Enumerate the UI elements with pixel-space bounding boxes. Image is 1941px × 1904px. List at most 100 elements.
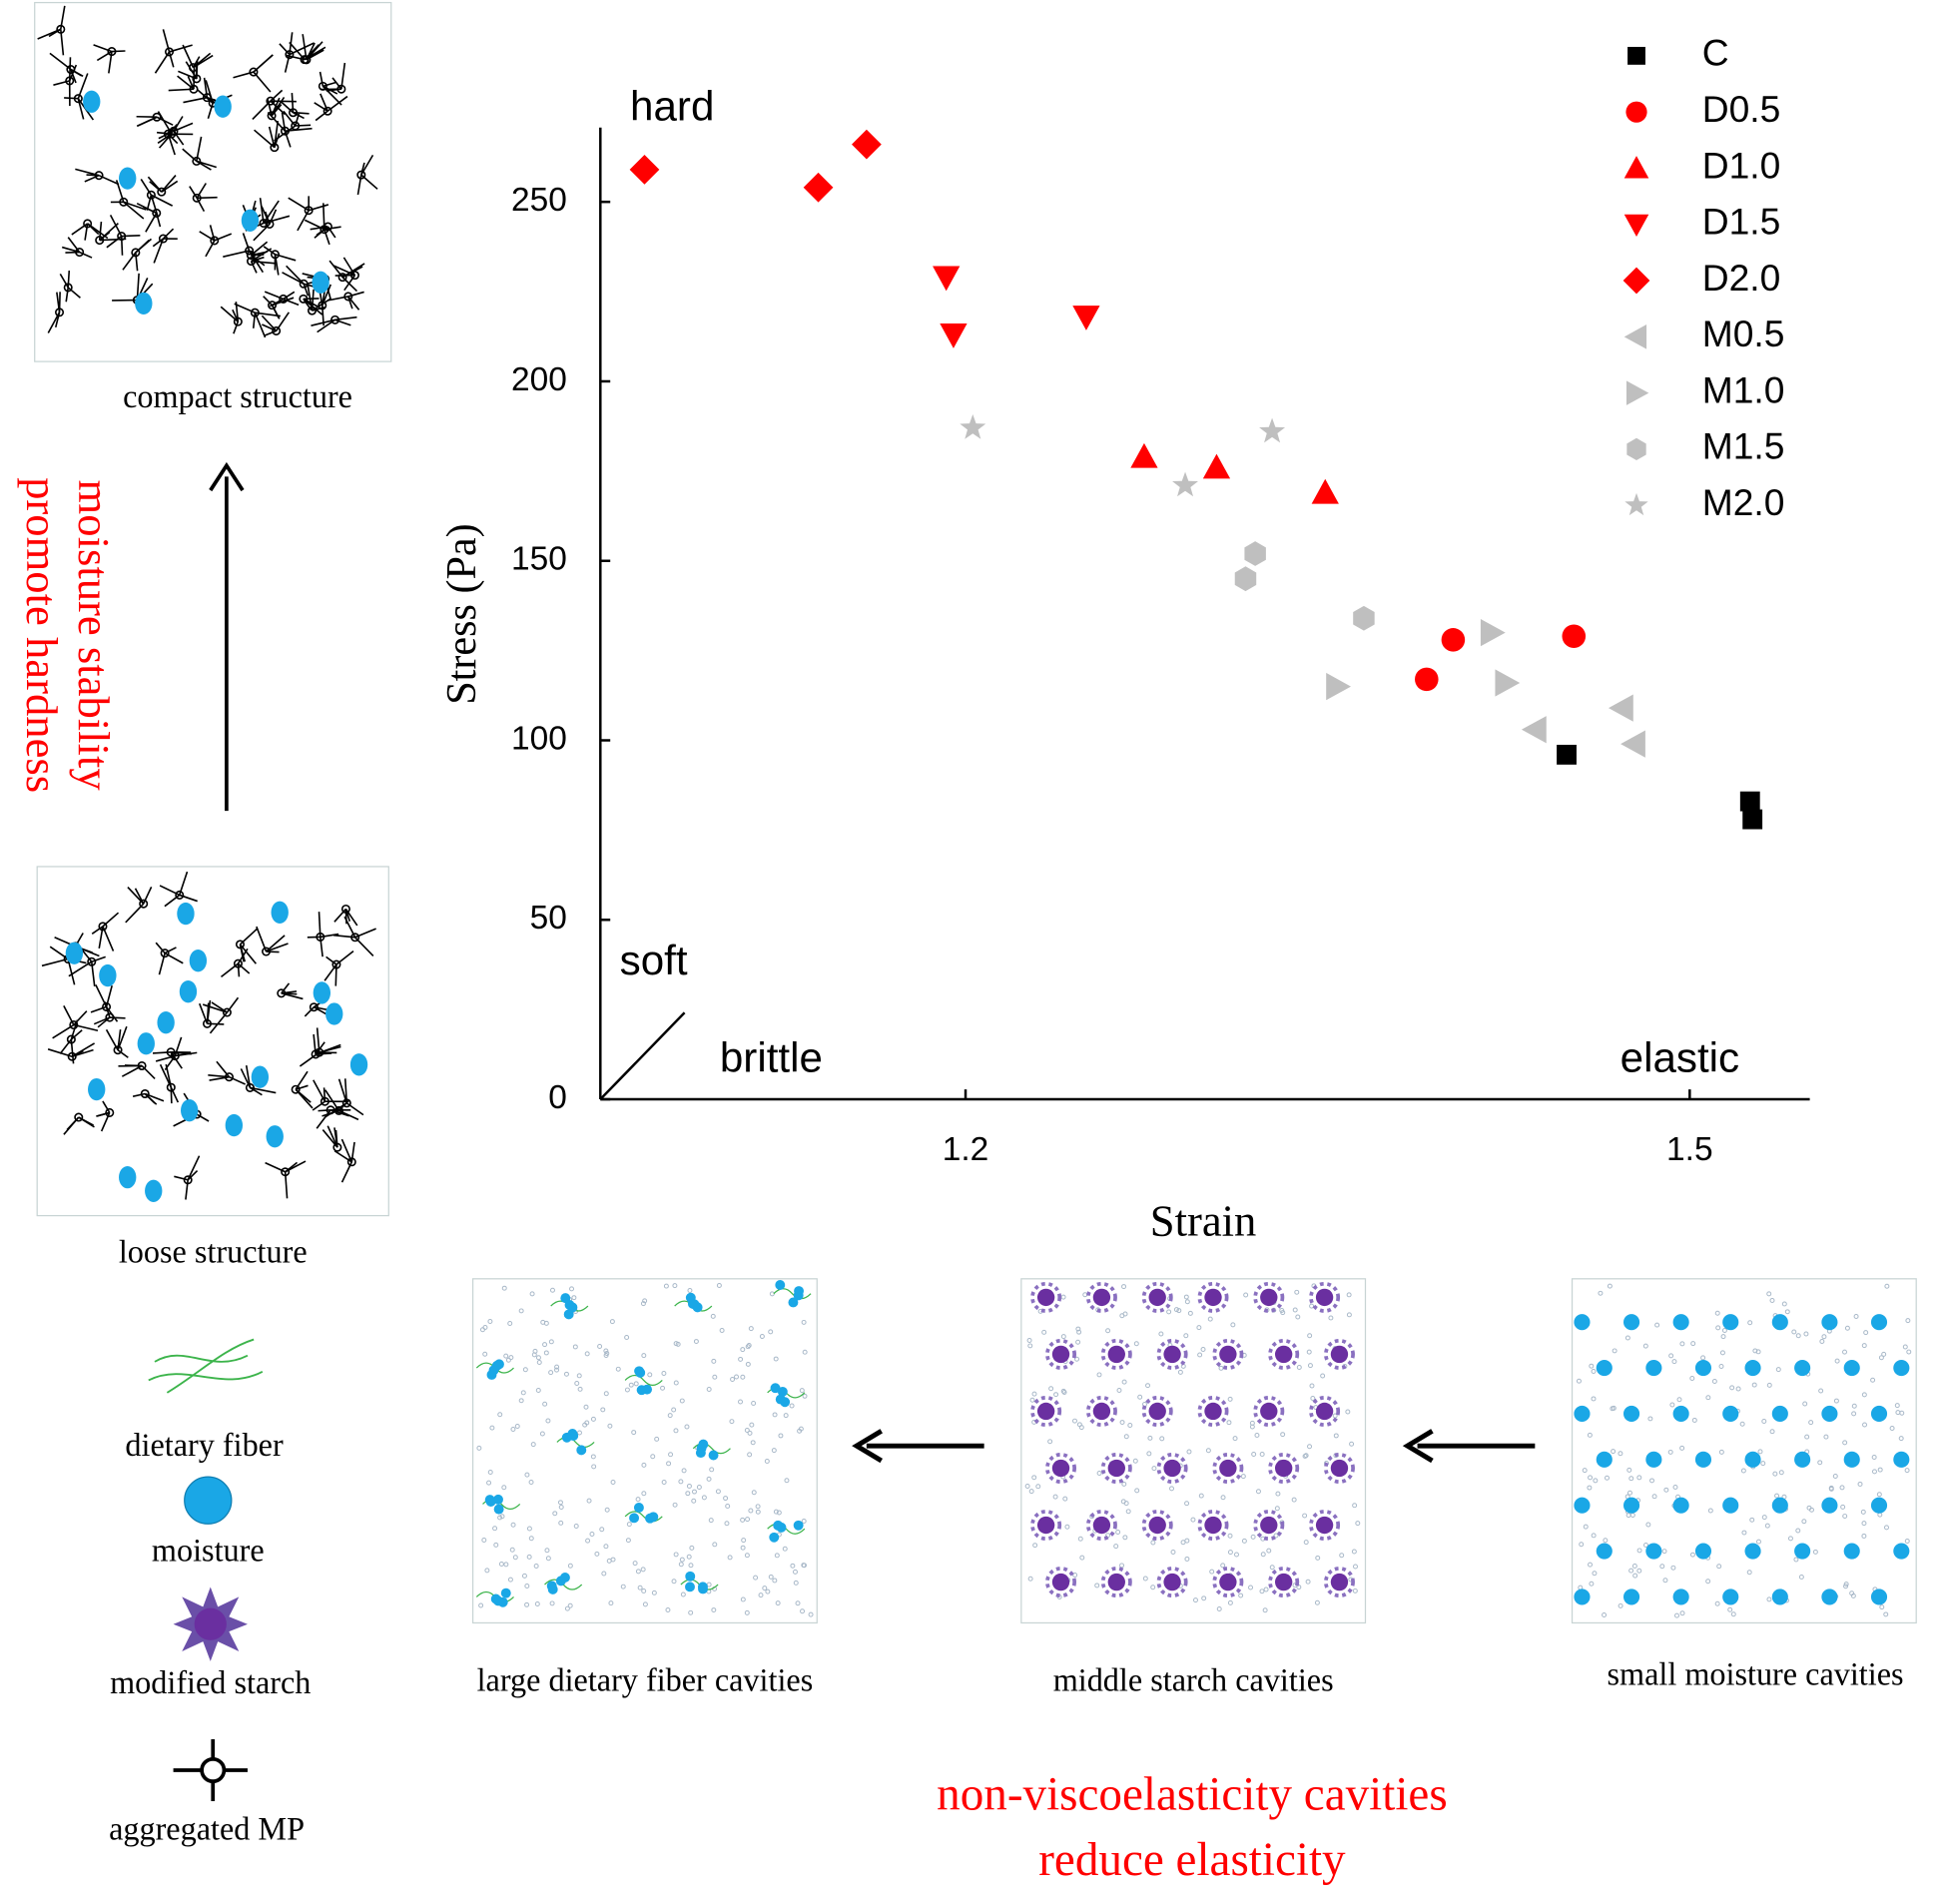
moisture-dot [1821, 1588, 1838, 1605]
mp-arm [206, 1002, 210, 1024]
moisture-dot [1771, 1405, 1788, 1423]
speckle [1072, 1418, 1077, 1424]
moisture-dot [1672, 1497, 1689, 1514]
speckle [1314, 1599, 1320, 1605]
starch-dot [1036, 1402, 1055, 1421]
speckle [1624, 1335, 1630, 1341]
moisture-dot [698, 1439, 709, 1450]
mp-glyph [332, 916, 376, 957]
speckle [790, 1563, 796, 1569]
speckle [585, 1538, 591, 1544]
speckle [1061, 1389, 1067, 1395]
speckle [800, 1608, 806, 1614]
marker [1072, 306, 1100, 330]
moisture-dot [1645, 1451, 1662, 1468]
moisture-dot [1622, 1497, 1640, 1514]
starch-dot [1315, 1516, 1334, 1535]
moisture-dot [349, 1053, 368, 1076]
mp-arm [315, 110, 328, 122]
mp-arm [333, 908, 347, 923]
mp-arm [123, 201, 145, 220]
y-tick-label: 150 [511, 541, 567, 578]
speckle [706, 1476, 712, 1482]
mp-arm [209, 225, 216, 242]
mp-glyph [71, 219, 109, 241]
starch-halo [1197, 1281, 1229, 1313]
speckle [1853, 1313, 1859, 1319]
speckle [1832, 1474, 1838, 1480]
speckle [1636, 1568, 1642, 1574]
speckle [510, 1522, 516, 1528]
speckle [681, 1468, 687, 1474]
speckle [489, 1425, 495, 1431]
speckle [1727, 1606, 1733, 1612]
mp-arm [71, 223, 89, 236]
speckle [1176, 1308, 1182, 1314]
mp-glyph [322, 1125, 342, 1152]
mp-arm [189, 186, 198, 199]
speckle [563, 1371, 569, 1377]
speckle [1705, 1579, 1711, 1585]
speckle [1857, 1481, 1863, 1487]
speckle [1844, 1325, 1850, 1331]
speckle [1060, 1388, 1066, 1394]
speckle [1591, 1533, 1597, 1539]
speckle [1026, 1338, 1032, 1344]
moisture-dot [559, 1572, 570, 1583]
mp-arm [328, 260, 343, 279]
speckle [1654, 1322, 1660, 1328]
speckle [642, 1601, 648, 1607]
speckle [1690, 1341, 1696, 1347]
mp-arm [325, 955, 337, 965]
speckle [1766, 1596, 1772, 1602]
mp-arm [326, 95, 348, 112]
mp-arm [207, 103, 214, 119]
mp-arm [123, 201, 147, 211]
marker [1742, 809, 1763, 830]
mp-arm [192, 52, 212, 69]
speckle [1766, 1291, 1772, 1297]
mp-glyph [61, 237, 93, 259]
speckle [524, 1472, 530, 1478]
mp-arm [316, 1052, 332, 1055]
speckle [1823, 1434, 1829, 1440]
legend-label: M0.5 [1702, 313, 1785, 354]
starch-halo [1323, 1338, 1355, 1370]
speckle [1133, 1341, 1139, 1347]
mp-arm [78, 1116, 94, 1126]
speckle [1772, 1471, 1778, 1477]
speckle [686, 1483, 692, 1489]
speckle [1196, 1325, 1202, 1331]
starch-dot [1148, 1288, 1166, 1307]
speckle [1751, 1382, 1757, 1388]
speckle [487, 1318, 493, 1324]
starch-dot [1107, 1345, 1125, 1364]
speckle [1075, 1339, 1081, 1345]
starch-halo [1100, 1338, 1132, 1370]
speckle [1177, 1369, 1183, 1375]
speckle [1735, 1386, 1741, 1392]
speckle [1804, 1434, 1810, 1440]
speckle [514, 1424, 520, 1429]
marker [1259, 417, 1286, 443]
mp-arm [343, 275, 356, 292]
mp-arm [245, 1065, 252, 1088]
speckle [524, 1601, 530, 1607]
speckle [775, 1600, 781, 1606]
mp-glyph [174, 1155, 201, 1200]
mp-glyph [63, 1112, 95, 1135]
speckle [1352, 1587, 1358, 1593]
starch-halo [1085, 1395, 1117, 1427]
speckle [673, 1552, 679, 1558]
marker [852, 129, 882, 160]
moisture-dot [633, 1503, 644, 1513]
speckle [1230, 1322, 1236, 1328]
speckle [808, 1611, 814, 1617]
speckle [626, 1522, 632, 1528]
speckle [1183, 1333, 1189, 1339]
speckle [1145, 1383, 1151, 1389]
speckle [696, 1484, 702, 1490]
annotation: elastic [1620, 1034, 1739, 1081]
speckle [1669, 1402, 1675, 1408]
speckle [793, 1580, 799, 1586]
